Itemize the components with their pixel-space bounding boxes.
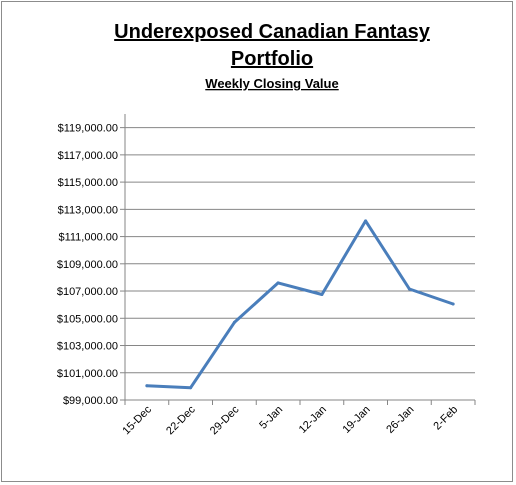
x-tick-label: 2-Feb bbox=[431, 404, 460, 433]
chart-subtitle: Weekly Closing Value bbox=[205, 76, 338, 91]
y-tick-label: $105,000.00 bbox=[57, 313, 118, 325]
y-tick-label: $115,000.00 bbox=[58, 177, 118, 189]
x-axis-tick-labels: 15-Dec 22-Dec 29-Dec 5-Jan 12-Jan 19-Jan 26-Ja… bbox=[120, 403, 460, 437]
y-tick-label: $117,000.00 bbox=[58, 150, 118, 162]
y-tick-label: $119,000.00 bbox=[58, 123, 118, 135]
x-tick-label: 12-Jan bbox=[297, 404, 329, 436]
y-tick-label: $99,000.00 bbox=[63, 395, 118, 407]
data-point bbox=[407, 287, 411, 291]
y-tick-label: $103,000.00 bbox=[57, 341, 118, 353]
x-tick-label: 26-Jan bbox=[384, 404, 416, 436]
data-point bbox=[189, 386, 193, 390]
data-point bbox=[320, 292, 324, 296]
series-layer bbox=[145, 219, 455, 390]
series-line bbox=[145, 219, 455, 390]
y-tick-label: $111,000.00 bbox=[58, 232, 118, 244]
data-point bbox=[276, 281, 280, 285]
data-point bbox=[232, 320, 236, 324]
y-tick-label: $109,000.00 bbox=[57, 259, 118, 271]
chart-title-line-1: Underexposed Canadian Fantasy bbox=[114, 21, 431, 43]
x-tick-label: 29-Dec bbox=[208, 403, 242, 437]
axes bbox=[120, 114, 476, 405]
x-tick-label: 19-Jan bbox=[340, 404, 372, 436]
gridlines bbox=[125, 127, 475, 401]
y-axis-tick-labels: $99,000.00 $101,000.00 $103,000.00 $105,000… bbox=[57, 123, 118, 407]
x-tick-label: 15-Dec bbox=[120, 403, 154, 437]
y-tick-label: $113,000.00 bbox=[58, 204, 118, 216]
data-point bbox=[145, 384, 149, 388]
y-tick-label: $107,000.00 bbox=[57, 286, 118, 298]
data-point bbox=[451, 302, 455, 306]
x-tick-label: 5-Jan bbox=[257, 404, 285, 432]
y-tick-label: $101,000.00 bbox=[57, 368, 118, 380]
chart-title-line-2: Portfolio bbox=[231, 48, 313, 70]
x-tick-label: 22-Dec bbox=[164, 403, 198, 437]
data-point bbox=[364, 219, 368, 223]
